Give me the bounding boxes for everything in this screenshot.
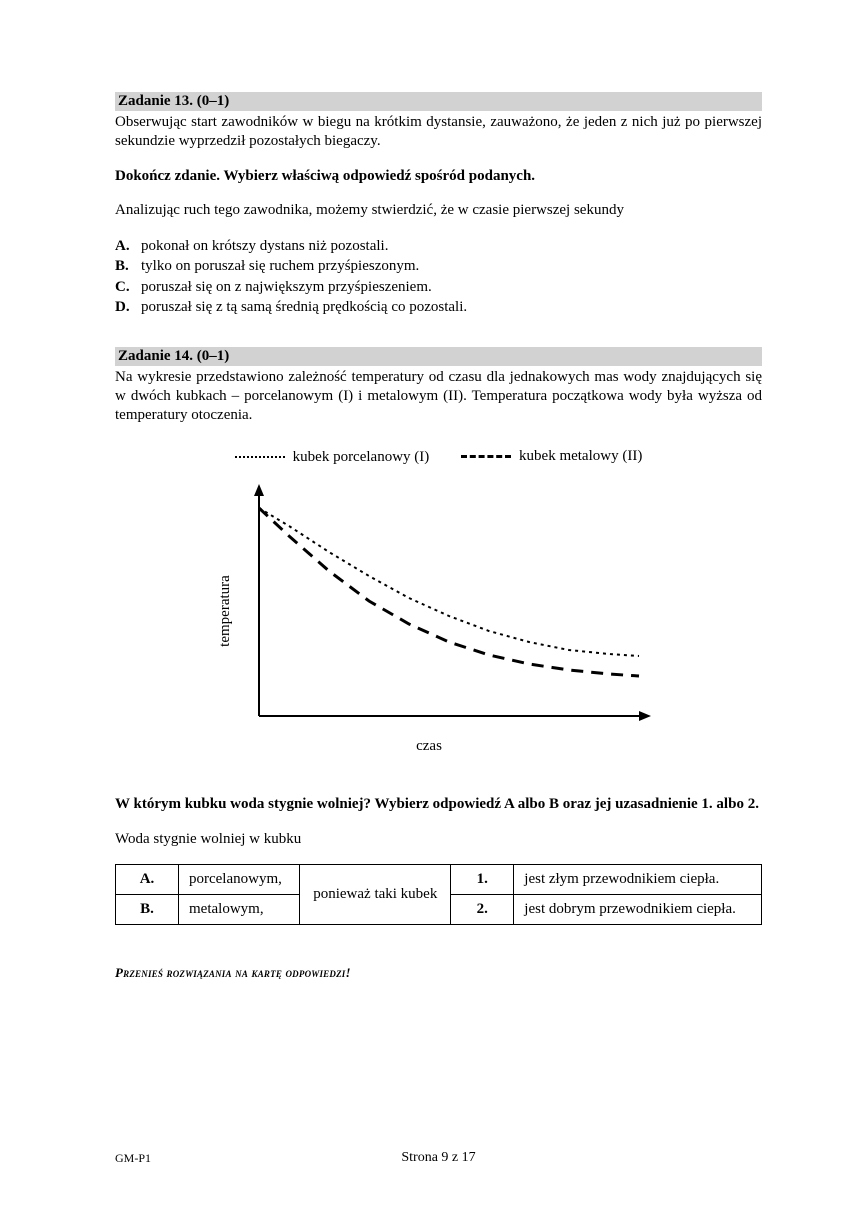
task14-intro: Na wykresie przedstawiono zależność temp… — [115, 368, 762, 424]
option-letter: C. — [115, 277, 141, 297]
option-d[interactable]: D. poruszał się z tą samą średnią prędko… — [115, 297, 762, 317]
legend-series1: kubek porcelanowy (I) — [235, 449, 430, 466]
legend-label: kubek metalowy (II) — [519, 448, 642, 465]
legend-line-long-dash-icon — [461, 455, 511, 458]
footer-code: GM-P1 — [115, 1151, 151, 1166]
series-porcelain — [259, 508, 639, 656]
option-letter: D. — [115, 297, 141, 317]
cell-letter-a[interactable]: A. — [116, 865, 179, 895]
legend-label: kubek porcelanowy (I) — [293, 449, 430, 466]
footer-page: Strona 9 z 17 — [115, 1150, 762, 1166]
cell-num-2[interactable]: 2. — [451, 895, 514, 925]
task14-header: Zadanie 14. (0–1) — [115, 347, 762, 366]
cell-letter-b[interactable]: B. — [116, 895, 179, 925]
y-axis-label: temperatura — [217, 575, 233, 647]
exam-page: Zadanie 13. (0–1) Obserwując start zawod… — [0, 0, 852, 1206]
cell-num-1[interactable]: 1. — [451, 865, 514, 895]
option-a[interactable]: A. pokonał on krótszy dystans niż pozost… — [115, 236, 762, 256]
cell-text-b: metalowym, — [179, 895, 300, 925]
task13-intro: Obserwując start zawodników w biegu na k… — [115, 113, 762, 151]
task13-lead: Analizując ruch tego zawodnika, możemy s… — [115, 201, 762, 220]
answer-table: A. porcelanowym, ponieważ taki kubek 1. … — [115, 864, 762, 925]
option-letter: B. — [115, 256, 141, 276]
cell-text-2: jest dobrym przewodnikiem ciepła. — [514, 895, 762, 925]
legend-line-short-dash-icon — [235, 456, 285, 458]
option-text: pokonał on krótszy dystans niż pozostali… — [141, 236, 388, 256]
page-footer: GM-P1 Strona 9 z 17 — [115, 1150, 762, 1166]
x-axis-arrow-icon — [639, 711, 651, 721]
chart-svg: czas temperatura — [199, 476, 659, 766]
transfer-instruction: Przenieś rozwiązania na kartę odpowiedzi… — [115, 965, 762, 981]
option-letter: A. — [115, 236, 141, 256]
series-metal — [259, 508, 639, 676]
legend-series2: kubek metalowy (II) — [461, 448, 642, 465]
option-text: poruszał się z tą samą średnią prędkości… — [141, 297, 467, 317]
task13-header: Zadanie 13. (0–1) — [115, 92, 762, 111]
cell-text-a: porcelanowym, — [179, 865, 300, 895]
task14-lead: Woda stygnie wolniej w kubku — [115, 830, 762, 849]
chart-legend: kubek porcelanowy (I) kubek metalowy (II… — [115, 446, 762, 466]
x-axis-label: czas — [416, 738, 442, 754]
temperature-chart: czas temperatura — [199, 476, 679, 771]
y-axis-arrow-icon — [254, 484, 264, 496]
task14-question: W którym kubku woda stygnie wolniej? Wyb… — [115, 795, 762, 814]
task13-instruction: Dokończ zdanie. Wybierz właściwą odpowie… — [115, 167, 762, 186]
cell-middle: ponieważ taki kubek — [300, 865, 451, 925]
option-text: tylko on poruszał się ruchem przyśpieszo… — [141, 256, 419, 276]
cell-text-1: jest złym przewodnikiem ciepła. — [514, 865, 762, 895]
table-row: A. porcelanowym, ponieważ taki kubek 1. … — [116, 865, 762, 895]
task13-options: A. pokonał on krótszy dystans niż pozost… — [115, 236, 762, 317]
option-text: poruszał się on z największym przyśpiesz… — [141, 277, 432, 297]
option-b[interactable]: B. tylko on poruszał się ruchem przyśpie… — [115, 256, 762, 276]
option-c[interactable]: C. poruszał się on z największym przyśpi… — [115, 277, 762, 297]
